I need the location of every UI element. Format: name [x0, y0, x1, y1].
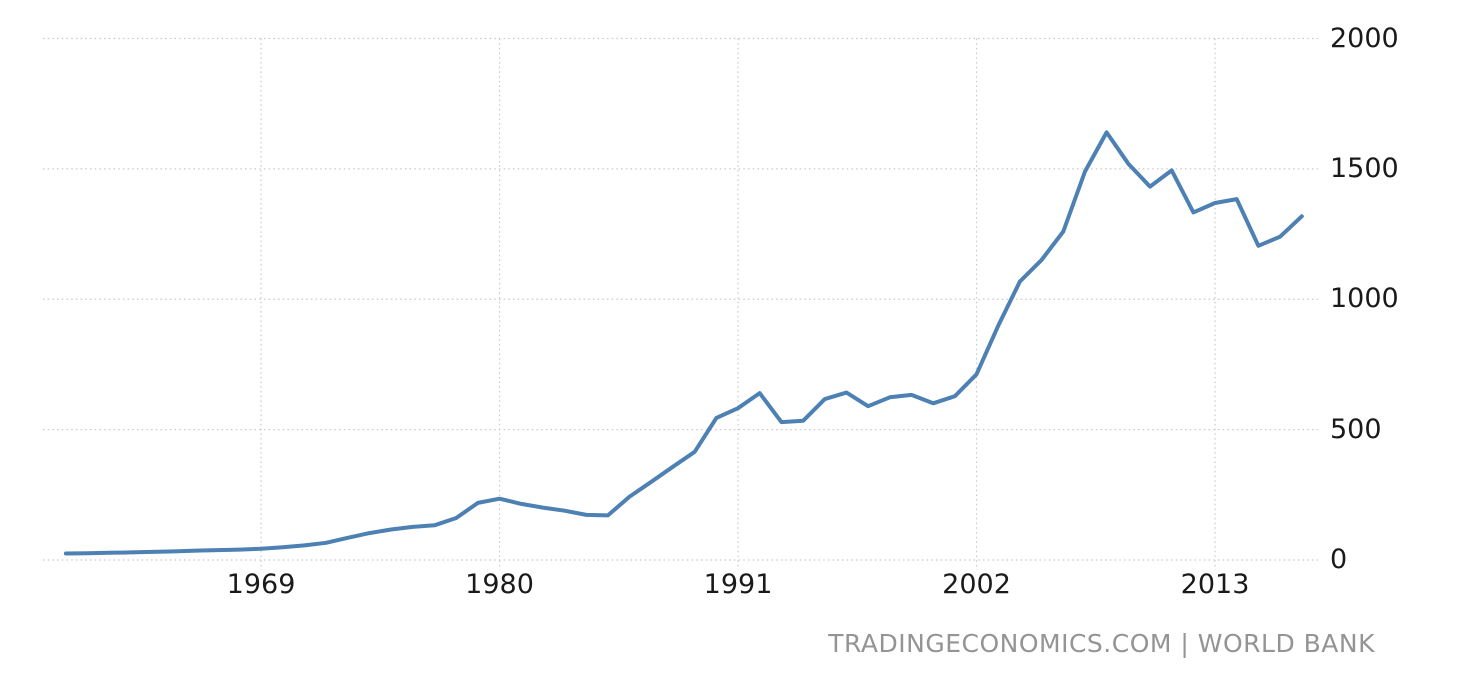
- x-tick-label-1991: 1991: [703, 569, 773, 600]
- x-tick-label-2002: 2002: [942, 569, 1011, 600]
- x-tick-label-2013: 2013: [1180, 569, 1250, 600]
- attribution-watermark: TRADINGECONOMICS.COM | WORLD BANK: [828, 629, 1375, 658]
- x-tick-label-1980: 1980: [465, 569, 534, 600]
- y-tick-label-1000: 1000: [1330, 283, 1399, 315]
- vertical-gridlines: [260, 38, 1216, 570]
- data-series-line: [63, 130, 1304, 556]
- x-tick-label-1969: 1969: [226, 569, 296, 600]
- y-tick-label-1500: 1500: [1330, 152, 1399, 184]
- y-tick-label-2000: 2000: [1330, 22, 1399, 54]
- y-tick-label-500: 500: [1330, 413, 1382, 445]
- horizontal-gridlines: [43, 37, 1318, 561]
- y-tick-label-0: 0: [1330, 544, 1348, 575]
